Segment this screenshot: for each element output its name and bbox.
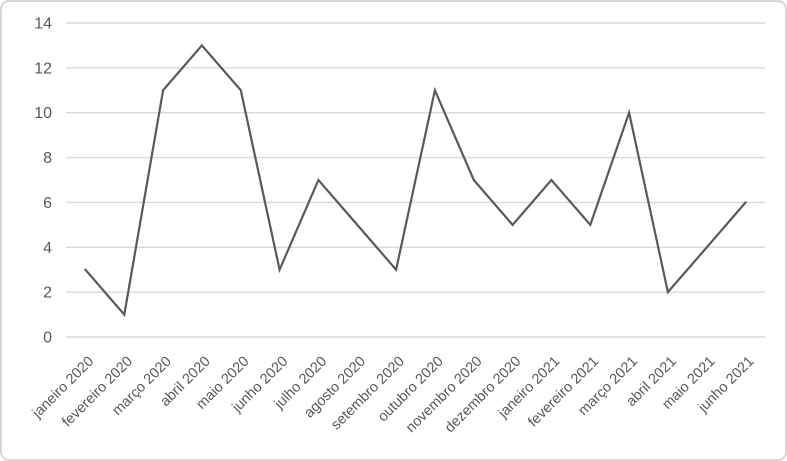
data-series-line — [84, 43, 747, 318]
y-axis-tick-label: 10 — [34, 105, 52, 122]
y-axis-labels-group: 0 2 4 6 8 10 12 14 — [34, 16, 52, 347]
series-group — [84, 43, 747, 318]
y-axis-tick-label: 6 — [43, 195, 52, 212]
y-axis-tick-label: 14 — [34, 16, 52, 33]
y-axis-tick-label: 4 — [43, 240, 52, 257]
y-axis-tick-label: 12 — [34, 60, 52, 77]
y-axis-tick-label: 8 — [43, 150, 52, 167]
y-axis-tick-label: 0 — [43, 330, 52, 347]
y-axis-tick-label: 2 — [43, 285, 52, 302]
